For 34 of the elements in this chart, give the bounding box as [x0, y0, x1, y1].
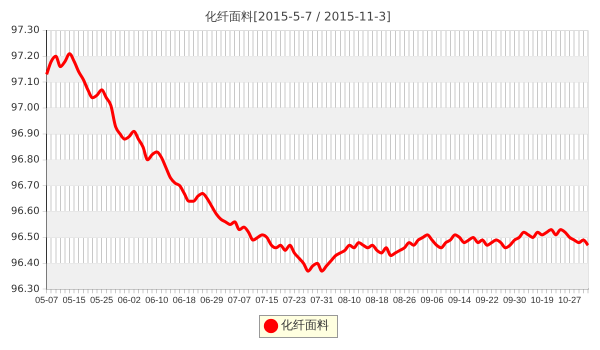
- x-tick-label: 07-07: [228, 295, 251, 306]
- x-tick-label: 10-19: [530, 295, 554, 306]
- x-tick-label: 10-27: [558, 295, 582, 306]
- legend-label: 化纤面料: [281, 318, 329, 332]
- x-tick-label: 05-15: [62, 295, 86, 306]
- y-tick-label: 97.00: [10, 102, 40, 114]
- x-tick-label: 05-07: [35, 295, 58, 306]
- chart-title: 化纤面料[2015-5-7 / 2015-11-3]: [205, 9, 391, 24]
- y-tick-label: 96.80: [10, 154, 40, 166]
- x-tick-label: 07-23: [282, 295, 306, 306]
- x-tick-label: 07-31: [310, 295, 334, 306]
- x-tick-label: 09-14: [448, 295, 472, 306]
- y-tick-label: 96.30: [10, 284, 40, 295]
- y-tick-label: 97.10: [10, 76, 40, 88]
- x-tick-label: 08-18: [365, 295, 388, 306]
- y-tick-label: 96.50: [10, 232, 40, 244]
- x-tick-label: 09-22: [476, 295, 499, 306]
- x-tick-label: 05-25: [90, 295, 114, 306]
- y-tick-label: 96.70: [10, 180, 40, 192]
- x-tick-label: 09-30: [503, 295, 526, 306]
- y-tick-label: 96.90: [10, 128, 40, 140]
- y-tick-label: 97.30: [10, 24, 40, 36]
- x-tick-label: 06-02: [118, 295, 141, 306]
- y-tick-label: 96.60: [10, 206, 40, 218]
- x-tick-label: 06-10: [145, 295, 168, 306]
- y-tick-label: 96.40: [10, 258, 40, 269]
- x-tick-label: 07-15: [255, 295, 278, 306]
- x-tick-label: 08-26: [392, 295, 416, 306]
- x-tick-label: 06-18: [172, 295, 196, 306]
- y-tick-label: 97.20: [10, 50, 40, 62]
- x-tick-label: 06-29: [200, 295, 224, 306]
- x-tick-label: 08-10: [338, 295, 361, 306]
- line-series: [45, 52, 590, 273]
- x-tick-label: 09-06: [420, 295, 444, 306]
